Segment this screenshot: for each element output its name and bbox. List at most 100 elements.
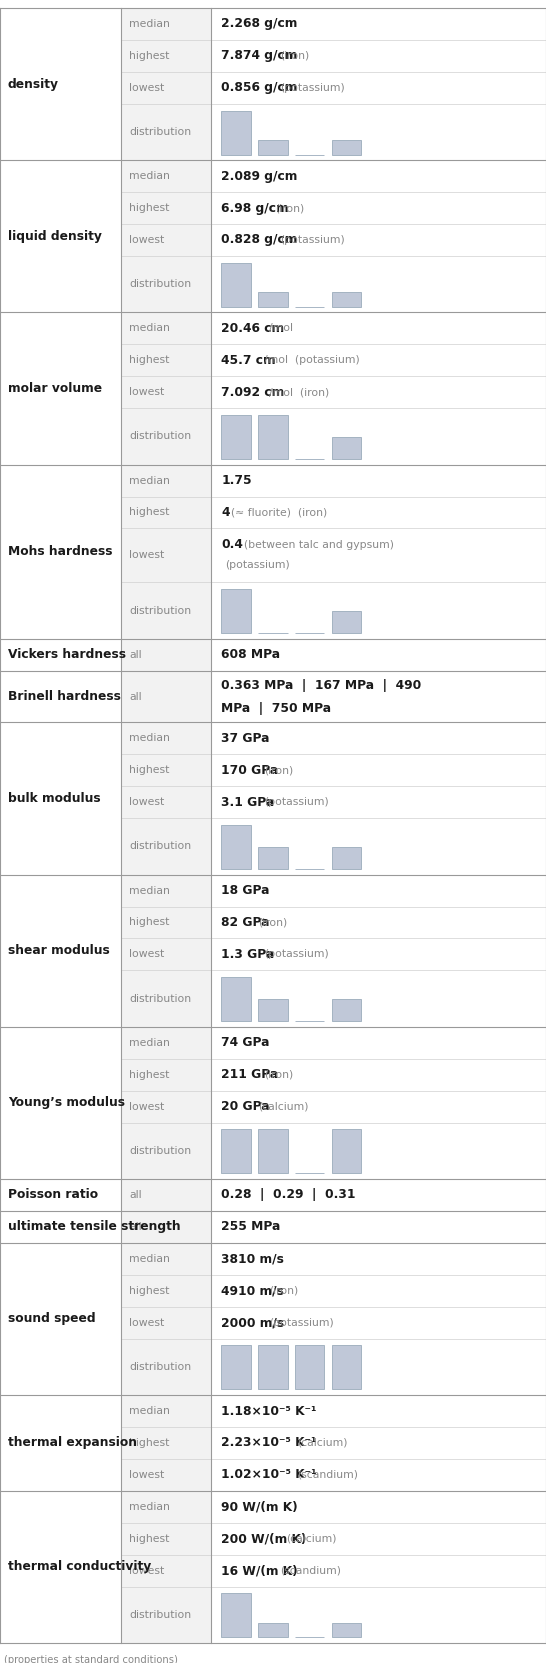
Bar xyxy=(258,140,288,155)
Bar xyxy=(121,1523,211,1555)
Text: 20.46 cm: 20.46 cm xyxy=(221,323,284,334)
Text: median: median xyxy=(129,733,170,743)
Bar xyxy=(121,193,211,225)
Text: 0.828 g/cm: 0.828 g/cm xyxy=(221,233,298,246)
Text: 3810 m/s: 3810 m/s xyxy=(221,1252,284,1266)
Bar xyxy=(121,103,211,160)
Bar xyxy=(121,582,211,639)
Text: 2000 m/s: 2000 m/s xyxy=(221,1315,284,1329)
Bar xyxy=(121,1587,211,1643)
Bar xyxy=(258,293,288,306)
Text: highest: highest xyxy=(129,1533,170,1543)
Text: Young’s modulus: Young’s modulus xyxy=(8,1096,125,1109)
Bar xyxy=(258,1623,288,1638)
Text: 2.089 g/cm: 2.089 g/cm xyxy=(221,170,298,183)
Text: 45.7 cm: 45.7 cm xyxy=(221,354,276,368)
Text: median: median xyxy=(129,18,170,28)
Bar xyxy=(121,970,211,1026)
Text: all: all xyxy=(129,1222,142,1232)
Text: all: all xyxy=(129,1191,142,1201)
Text: highest: highest xyxy=(129,356,170,366)
Bar xyxy=(121,1458,211,1490)
Bar xyxy=(121,1242,211,1276)
Text: 0.28  |  0.29  |  0.31: 0.28 | 0.29 | 0.31 xyxy=(221,1189,356,1201)
Text: thermal conductivity: thermal conductivity xyxy=(8,1560,151,1573)
Text: highest: highest xyxy=(129,765,170,775)
Text: lowest: lowest xyxy=(129,797,164,807)
Bar xyxy=(121,160,211,193)
Bar xyxy=(221,416,251,459)
Text: 7.092 cm: 7.092 cm xyxy=(221,386,284,399)
Bar xyxy=(258,846,288,870)
Bar xyxy=(332,999,361,1021)
Bar xyxy=(295,1345,324,1389)
Text: (iron): (iron) xyxy=(269,1285,299,1295)
Text: distribution: distribution xyxy=(129,279,191,289)
Bar xyxy=(121,818,211,875)
Bar xyxy=(121,40,211,72)
Text: 18 GPa: 18 GPa xyxy=(221,885,270,896)
Text: density: density xyxy=(8,78,59,90)
Bar xyxy=(121,1026,211,1059)
Bar xyxy=(258,1129,288,1174)
Bar xyxy=(221,825,251,870)
Bar xyxy=(121,639,211,670)
Bar xyxy=(121,1179,211,1211)
Text: /mol: /mol xyxy=(269,323,293,333)
Text: distribution: distribution xyxy=(129,126,191,136)
Text: highest: highest xyxy=(129,918,170,928)
Bar xyxy=(121,1211,211,1242)
Bar xyxy=(121,1555,211,1587)
Bar xyxy=(121,407,211,464)
Text: (iron): (iron) xyxy=(264,1069,293,1079)
Bar xyxy=(332,1623,361,1638)
Bar xyxy=(121,1123,211,1179)
Text: median: median xyxy=(129,476,170,486)
Bar xyxy=(121,1059,211,1091)
Bar xyxy=(332,140,361,155)
Text: distribution: distribution xyxy=(129,605,191,615)
Text: Brinell hardness: Brinell hardness xyxy=(8,690,121,703)
Bar xyxy=(332,293,361,306)
Bar xyxy=(121,376,211,407)
Text: (potassium): (potassium) xyxy=(280,83,345,93)
Text: shear modulus: shear modulus xyxy=(8,945,110,958)
Text: highest: highest xyxy=(129,203,170,213)
Bar xyxy=(121,529,211,582)
Text: 0.856 g/cm: 0.856 g/cm xyxy=(221,81,298,95)
Bar xyxy=(332,1129,361,1174)
Text: 37 GPa: 37 GPa xyxy=(221,732,270,745)
Bar xyxy=(332,1345,361,1389)
Text: /mol  (potassium): /mol (potassium) xyxy=(264,356,360,366)
Bar xyxy=(121,497,211,529)
Bar xyxy=(121,670,211,722)
Text: highest: highest xyxy=(129,1069,170,1079)
Text: (properties at standard conditions): (properties at standard conditions) xyxy=(4,1655,178,1663)
Bar xyxy=(121,787,211,818)
Text: 1.75: 1.75 xyxy=(221,474,252,487)
Text: 4910 m/s: 4910 m/s xyxy=(221,1284,284,1297)
Bar xyxy=(332,612,361,634)
Text: 255 MPa: 255 MPa xyxy=(221,1221,281,1234)
Text: lowest: lowest xyxy=(129,83,164,93)
Text: bulk modulus: bulk modulus xyxy=(8,792,100,805)
Bar xyxy=(258,999,288,1021)
Text: /mol  (iron): /mol (iron) xyxy=(269,387,330,397)
Text: 90 W/(m K): 90 W/(m K) xyxy=(221,1500,298,1513)
Text: distribution: distribution xyxy=(129,1146,191,1156)
Bar xyxy=(121,72,211,103)
Text: median: median xyxy=(129,1502,170,1512)
Bar xyxy=(121,256,211,313)
Text: (calcium): (calcium) xyxy=(297,1438,347,1448)
Text: lowest: lowest xyxy=(129,1565,164,1575)
Text: median: median xyxy=(129,323,170,333)
Text: (scandium): (scandium) xyxy=(280,1565,341,1575)
Text: ultimate tensile strength: ultimate tensile strength xyxy=(8,1221,181,1234)
Bar xyxy=(221,1129,251,1174)
Bar xyxy=(121,1490,211,1523)
Bar xyxy=(221,1345,251,1389)
Text: lowest: lowest xyxy=(129,1317,164,1327)
Text: lowest: lowest xyxy=(129,1470,164,1480)
Bar xyxy=(121,1395,211,1427)
Text: (potassium): (potassium) xyxy=(264,797,329,807)
